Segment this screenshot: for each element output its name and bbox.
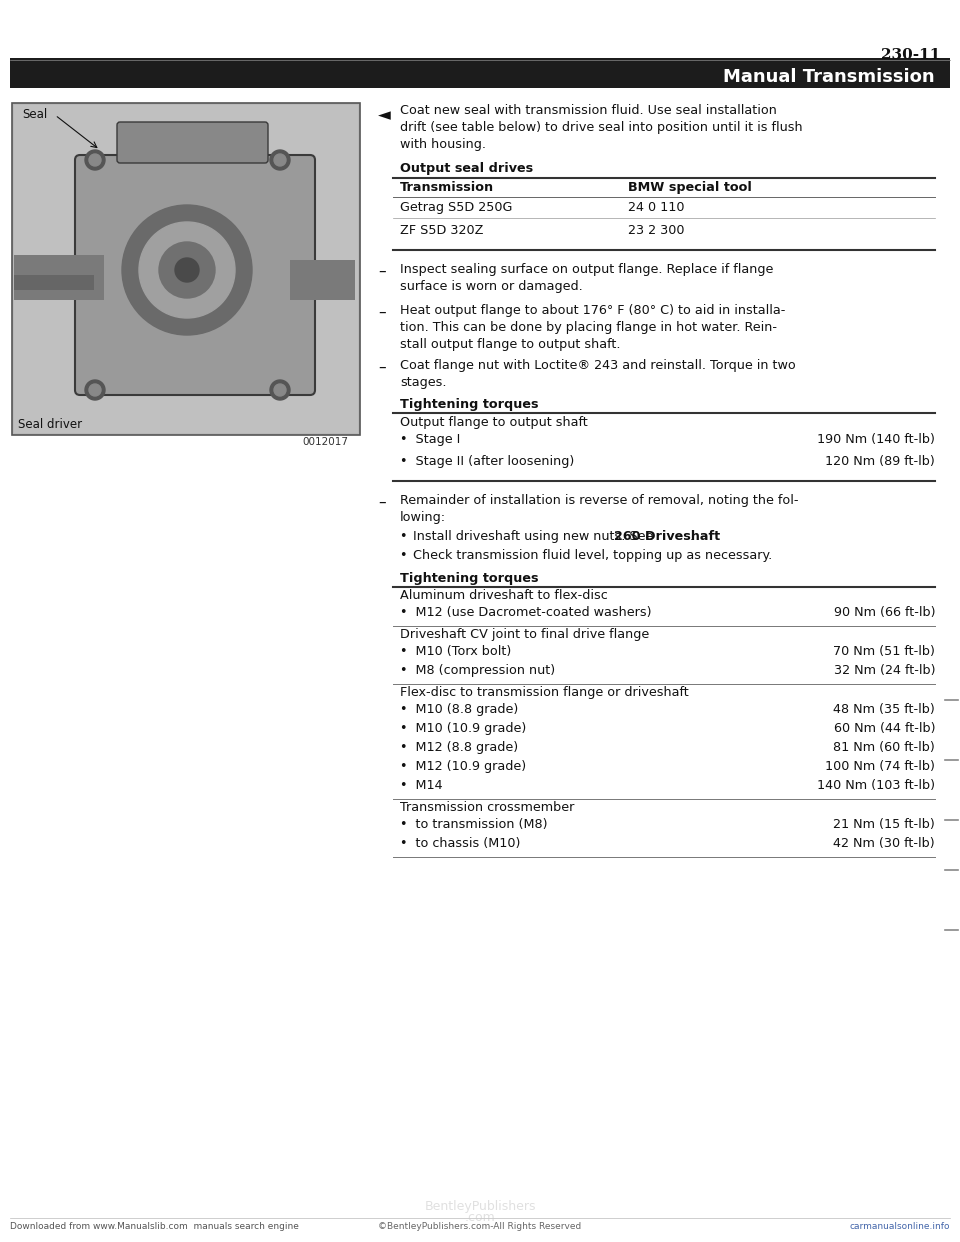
- Text: •  Stage II (after loosening): • Stage II (after loosening): [400, 455, 574, 468]
- Circle shape: [85, 150, 105, 170]
- Text: 120 Nm (89 ft-lb): 120 Nm (89 ft-lb): [826, 455, 935, 468]
- Text: •  M10 (10.9 grade): • M10 (10.9 grade): [400, 722, 526, 735]
- FancyBboxPatch shape: [117, 122, 268, 163]
- Text: BMW special tool: BMW special tool: [628, 181, 752, 194]
- Text: Seal: Seal: [22, 108, 47, 120]
- Text: 42 Nm (30 ft-lb): 42 Nm (30 ft-lb): [833, 837, 935, 850]
- Text: –: –: [378, 360, 386, 375]
- Circle shape: [274, 154, 286, 166]
- Text: ◄: ◄: [378, 106, 391, 124]
- Text: •  M10 (8.8 grade): • M10 (8.8 grade): [400, 703, 518, 715]
- Text: •: •: [400, 530, 412, 543]
- Circle shape: [89, 154, 101, 166]
- Circle shape: [270, 380, 290, 400]
- Text: 70 Nm (51 ft-lb): 70 Nm (51 ft-lb): [833, 645, 935, 658]
- Circle shape: [85, 380, 105, 400]
- Text: •  M8 (compression nut): • M8 (compression nut): [400, 664, 555, 677]
- Bar: [12, 103, 360, 435]
- Text: stages.: stages.: [400, 376, 446, 389]
- Text: 140 Nm (103 ft-lb): 140 Nm (103 ft-lb): [817, 779, 935, 792]
- Bar: [14, 106, 358, 433]
- Text: .com: .com: [465, 1211, 495, 1225]
- Text: •  Stage I: • Stage I: [400, 433, 461, 446]
- Text: Output flange to output shaft: Output flange to output shaft: [400, 416, 588, 428]
- Text: 81 Nm (60 ft-lb): 81 Nm (60 ft-lb): [833, 741, 935, 754]
- Text: 90 Nm (66 ft-lb): 90 Nm (66 ft-lb): [833, 606, 935, 619]
- Text: Aluminum driveshaft to flex-disc: Aluminum driveshaft to flex-disc: [400, 589, 608, 602]
- Text: drift (see table below) to drive seal into position until it is flush: drift (see table below) to drive seal in…: [400, 120, 803, 134]
- Text: –: –: [378, 496, 386, 510]
- Text: •  to transmission (M8): • to transmission (M8): [400, 818, 547, 831]
- Text: •: •: [400, 549, 412, 561]
- Text: 48 Nm (35 ft-lb): 48 Nm (35 ft-lb): [833, 703, 935, 715]
- Circle shape: [159, 242, 215, 298]
- Text: Transmission: Transmission: [400, 181, 494, 194]
- Text: Check transmission fluid level, topping up as necessary.: Check transmission fluid level, topping …: [413, 549, 772, 561]
- Circle shape: [122, 205, 252, 335]
- Text: •  M14: • M14: [400, 779, 443, 792]
- Text: tion. This can be done by placing flange in hot water. Rein-: tion. This can be done by placing flange…: [400, 320, 777, 334]
- Text: 230-11: 230-11: [880, 48, 940, 62]
- Text: 24 0 110: 24 0 110: [628, 201, 684, 214]
- Circle shape: [270, 150, 290, 170]
- Bar: [14, 274, 94, 289]
- FancyBboxPatch shape: [75, 155, 315, 395]
- Text: .: .: [689, 530, 694, 543]
- Text: Remainder of installation is reverse of removal, noting the fol-: Remainder of installation is reverse of …: [400, 494, 799, 507]
- Text: Seal driver: Seal driver: [18, 419, 83, 431]
- Text: surface is worn or damaged.: surface is worn or damaged.: [400, 279, 583, 293]
- Bar: [14, 255, 104, 301]
- Text: Tightening torques: Tightening torques: [400, 573, 539, 585]
- Text: •  M12 (8.8 grade): • M12 (8.8 grade): [400, 741, 518, 754]
- Text: Getrag S5D 250G: Getrag S5D 250G: [400, 201, 513, 214]
- Text: Tightening torques: Tightening torques: [400, 397, 539, 411]
- Text: Transmission crossmember: Transmission crossmember: [400, 801, 574, 814]
- Text: Driveshaft CV joint to final drive flange: Driveshaft CV joint to final drive flang…: [400, 628, 649, 641]
- Text: ZF S5D 320Z: ZF S5D 320Z: [400, 224, 484, 237]
- Text: Coat new seal with transmission fluid. Use seal installation: Coat new seal with transmission fluid. U…: [400, 104, 777, 117]
- Text: 0012017: 0012017: [302, 437, 348, 447]
- Circle shape: [274, 384, 286, 396]
- Text: BentleyPublishers: BentleyPublishers: [424, 1200, 536, 1213]
- Text: stall output flange to output shaft.: stall output flange to output shaft.: [400, 338, 620, 351]
- Circle shape: [175, 258, 199, 282]
- Text: 260 Driveshaft: 260 Driveshaft: [613, 530, 720, 543]
- Text: Manual Transmission: Manual Transmission: [724, 68, 935, 86]
- Text: •  M10 (Torx bolt): • M10 (Torx bolt): [400, 645, 512, 658]
- Text: 32 Nm (24 ft-lb): 32 Nm (24 ft-lb): [833, 664, 935, 677]
- Text: carmanualsonline.info: carmanualsonline.info: [850, 1222, 950, 1231]
- Text: Downloaded from www.Manualslib.com  manuals search engine: Downloaded from www.Manualslib.com manua…: [10, 1222, 299, 1231]
- Text: 60 Nm (44 ft-lb): 60 Nm (44 ft-lb): [833, 722, 935, 735]
- Circle shape: [139, 222, 235, 318]
- Text: Install driveshaft using new nuts. See: Install driveshaft using new nuts. See: [413, 530, 658, 543]
- Text: 23 2 300: 23 2 300: [628, 224, 684, 237]
- Text: Inspect sealing surface on output flange. Replace if flange: Inspect sealing surface on output flange…: [400, 263, 774, 276]
- Text: –: –: [378, 306, 386, 320]
- Circle shape: [89, 384, 101, 396]
- Text: 100 Nm (74 ft-lb): 100 Nm (74 ft-lb): [826, 760, 935, 773]
- Text: –: –: [378, 265, 386, 279]
- Text: •  M12 (10.9 grade): • M12 (10.9 grade): [400, 760, 526, 773]
- Text: Coat flange nut with Loctite® 243 and reinstall. Torque in two: Coat flange nut with Loctite® 243 and re…: [400, 359, 796, 373]
- Text: lowing:: lowing:: [400, 510, 446, 524]
- Text: •  to chassis (M10): • to chassis (M10): [400, 837, 520, 850]
- Text: •  M12 (use Dacromet-coated washers): • M12 (use Dacromet-coated washers): [400, 606, 652, 619]
- Text: 21 Nm (15 ft-lb): 21 Nm (15 ft-lb): [833, 818, 935, 831]
- Bar: [10, 58, 950, 88]
- Text: 190 Nm (140 ft-lb): 190 Nm (140 ft-lb): [817, 433, 935, 446]
- Text: Output seal drives: Output seal drives: [400, 161, 533, 175]
- Text: with housing.: with housing.: [400, 138, 486, 152]
- Text: Heat output flange to about 176° F (80° C) to aid in installa-: Heat output flange to about 176° F (80° …: [400, 304, 785, 317]
- Text: ©BentleyPublishers.com-All Rights Reserved: ©BentleyPublishers.com-All Rights Reserv…: [378, 1222, 582, 1231]
- Bar: [290, 260, 355, 301]
- Text: Flex-disc to transmission flange or driveshaft: Flex-disc to transmission flange or driv…: [400, 686, 688, 699]
